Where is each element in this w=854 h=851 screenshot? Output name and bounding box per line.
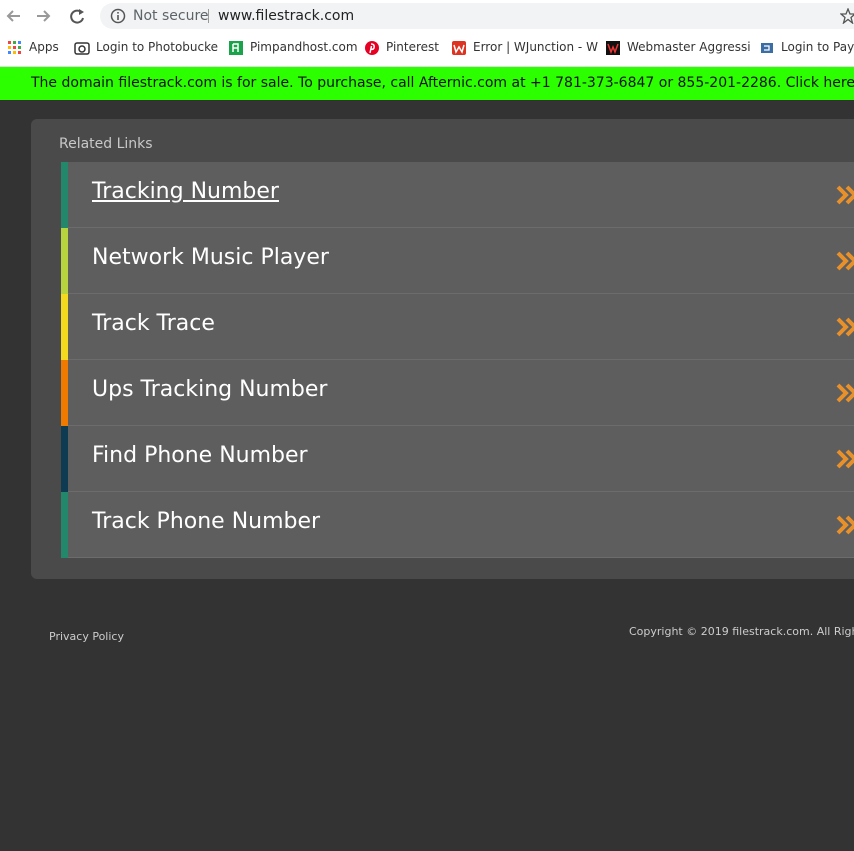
sale-banner[interactable]: The domain filestrack.com is for sale. T…	[0, 67, 854, 100]
bookmark-label[interactable]: Error | WJunction - W	[473, 40, 598, 54]
nav-buttons	[6, 9, 84, 24]
copyright: Copyright © 2019 filestrack.com. All Rig…	[629, 625, 854, 638]
browser-toolbar: Not secure www.filestrack.com	[0, 0, 854, 32]
bookmark-label[interactable]: Pimpandhost.com	[250, 40, 358, 54]
link-item[interactable]: Network Music Player	[61, 228, 854, 294]
link-text[interactable]: Ups Tracking Number	[92, 377, 328, 402]
bookmarks-bar: Apps Login to Photobucke Pimpandhost.com Pi…	[0, 32, 854, 67]
bookmark-label[interactable]: Login to PayK	[781, 40, 854, 54]
chevron-icon	[836, 515, 854, 535]
bookmark-icon	[365, 41, 379, 55]
chevron-icon	[836, 317, 854, 337]
link-text[interactable]: Find Phone Number	[92, 443, 308, 468]
star-icon[interactable]	[840, 8, 854, 24]
bookmark[interactable]: Apps	[8, 40, 59, 54]
chevron-icon	[836, 449, 854, 469]
bookmark[interactable]: Webmaster Aggressi	[606, 40, 751, 55]
bookmark-icon	[452, 41, 466, 55]
color-stripe	[61, 162, 68, 228]
link-item[interactable]: Tracking Number	[61, 162, 854, 228]
link-text[interactable]: Network Music Player	[92, 245, 329, 270]
address-bar[interactable]: Not secure www.filestrack.com	[100, 3, 854, 29]
bookmark-icon	[229, 41, 243, 55]
section-title: Related Links	[59, 136, 153, 152]
link-text[interactable]: Track Trace	[92, 311, 215, 336]
bookmark-icon	[606, 41, 620, 55]
link-text[interactable]: Tracking Number	[92, 179, 279, 204]
link-text[interactable]: Track Phone Number	[92, 509, 321, 534]
chevron-icon	[836, 185, 854, 205]
bookmark-icon	[74, 42, 90, 55]
info-icon	[110, 8, 126, 24]
bookmark[interactable]: Login to PayK	[761, 40, 854, 54]
bookmark[interactable]: Pinterest	[365, 40, 440, 55]
link-item[interactable]: Ups Tracking Number	[61, 360, 854, 426]
link-item[interactable]: Track Trace	[61, 294, 854, 360]
bookmark-label[interactable]: Login to Photobucke	[96, 40, 219, 54]
bookmark-label[interactable]: Apps	[29, 40, 59, 54]
bookmark-label[interactable]: Pinterest	[386, 40, 440, 54]
bookmark[interactable]: Login to Photobucke	[74, 40, 219, 55]
bookmark[interactable]: Pimpandhost.com	[229, 40, 358, 55]
bookmark-icon	[761, 43, 773, 53]
banner-text[interactable]: The domain filestrack.com is for sale. T…	[31, 75, 854, 91]
color-stripe	[61, 426, 68, 492]
privacy-link[interactable]: Privacy Policy	[49, 630, 124, 643]
link-item[interactable]: Find Phone Number	[61, 426, 854, 492]
security-label: Not secure	[133, 8, 209, 24]
color-stripe	[61, 492, 68, 558]
bookmark-label[interactable]: Webmaster Aggressi	[627, 40, 751, 54]
chevron-icon	[836, 383, 854, 403]
chevron-icon	[836, 251, 854, 271]
related-links-panel: Related Links Tracking Number Network Mus…	[31, 119, 854, 579]
color-stripe	[61, 294, 68, 360]
bookmark[interactable]: Error | WJunction - W	[452, 40, 598, 55]
color-stripe	[61, 228, 68, 294]
color-stripe	[61, 360, 68, 426]
link-item[interactable]: Track Phone Number	[61, 492, 854, 558]
url: www.filestrack.com	[218, 8, 355, 24]
bookmark-icon	[8, 41, 21, 54]
